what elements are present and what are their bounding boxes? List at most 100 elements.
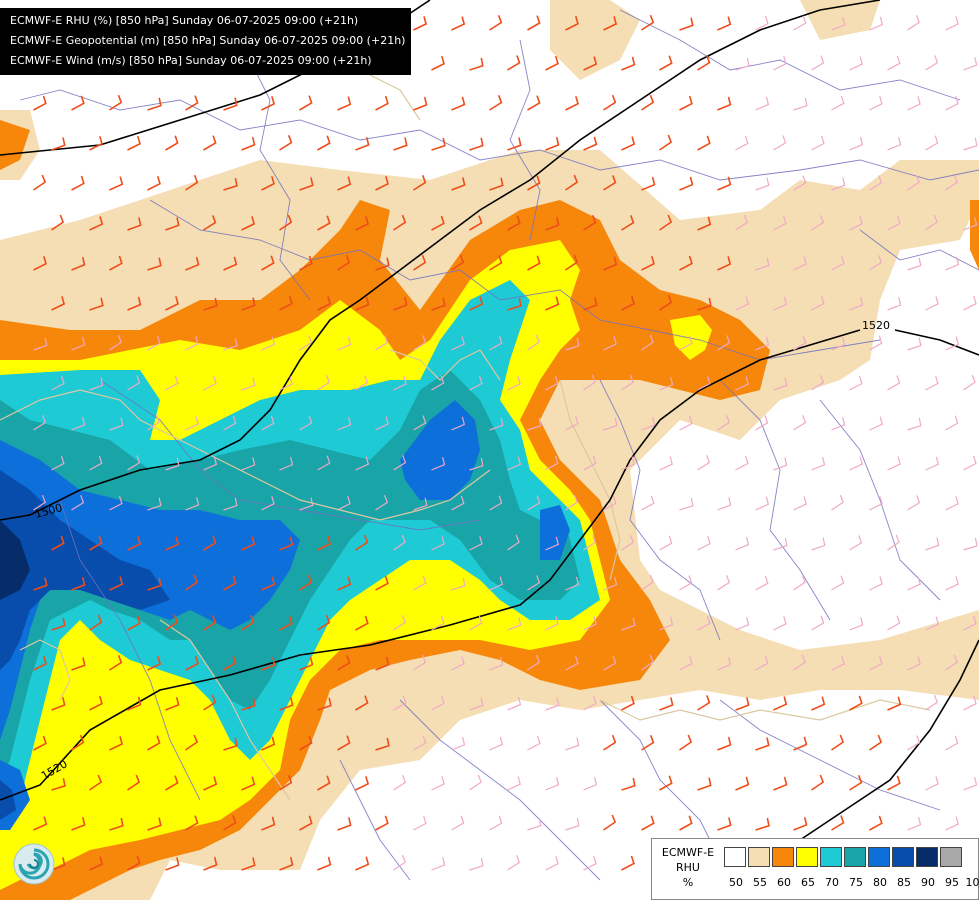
wind-barb: [299, 415, 313, 431]
wind-barb: [735, 697, 750, 711]
wind-barb: [717, 737, 732, 751]
wind-barb: [603, 256, 618, 271]
wind-barb: [507, 855, 521, 871]
wind-barb: [545, 296, 560, 311]
wind-barb: [735, 135, 749, 151]
legend-swatch: [916, 847, 938, 867]
wind-barb: [279, 135, 293, 151]
wind-barb: [565, 337, 580, 351]
wind-barb: [659, 55, 673, 71]
wind-barb: [279, 295, 293, 311]
wind-barb: [431, 297, 446, 311]
wind-barb: [299, 815, 313, 831]
wind-barb: [735, 214, 749, 231]
wind-barb: [925, 537, 940, 551]
wind-barb: [89, 216, 104, 231]
wind-barb: [793, 736, 808, 751]
wind-barb: [565, 254, 579, 271]
wind-barb: [925, 456, 940, 471]
wind-barb: [811, 135, 825, 151]
wind-barb: [849, 775, 863, 791]
wind-barb: [925, 776, 939, 791]
wind-barb: [925, 694, 939, 711]
wind-barb: [811, 55, 825, 71]
wind-barb: [393, 376, 407, 391]
wind-barb: [33, 337, 48, 351]
map-header: ECMWF-E RHU (%) [850 hPa] Sunday 06-07-2…: [0, 8, 412, 75]
wind-barb: [907, 257, 922, 271]
wind-barb: [375, 95, 389, 111]
wind-barb: [147, 257, 162, 271]
wind-barb: [507, 55, 521, 71]
wind-barb: [203, 456, 218, 471]
wind-barb: [147, 735, 161, 751]
wind-barb: [489, 495, 503, 511]
wind-barb: [299, 255, 313, 271]
wind-barb: [717, 96, 732, 111]
wind-barb: [545, 536, 560, 551]
wind-barb: [89, 774, 103, 791]
wind-barb: [469, 375, 483, 391]
wind-barb: [527, 175, 541, 191]
wind-barb: [71, 416, 86, 431]
wind-barb: [317, 374, 331, 391]
wind-barb: [109, 736, 124, 751]
wind-barb: [393, 534, 406, 551]
wind-barb: [773, 135, 787, 151]
wind-barb: [203, 376, 217, 391]
wind-barb: [223, 737, 238, 751]
legend-swatch: [940, 847, 962, 867]
wind-barb: [317, 856, 332, 871]
wind-barb: [223, 655, 237, 671]
wind-barb: [185, 655, 199, 671]
wind-barb: [811, 374, 825, 391]
wind-barb: [735, 776, 750, 791]
wind-barb: [849, 297, 864, 311]
wind-barb: [469, 215, 483, 231]
wind-barb: [317, 296, 332, 311]
wind-barb: [565, 737, 580, 751]
wind-barb: [507, 297, 522, 311]
wind-barb: [849, 136, 864, 151]
wind-barb: [717, 414, 731, 431]
wind-barb: [773, 457, 788, 471]
legend-swatch: [796, 847, 818, 867]
wind-barb: [697, 455, 711, 471]
wind-barb: [355, 137, 370, 151]
wind-barb: [355, 534, 369, 551]
wind-barb: [261, 576, 276, 591]
wind-barb: [413, 575, 427, 591]
wind-barb: [755, 177, 770, 191]
wind-barb: [261, 736, 276, 751]
wind-barb: [679, 734, 693, 751]
wind-barb: [355, 375, 369, 391]
wind-barb: [431, 215, 445, 231]
wind-barb: [545, 137, 560, 151]
wind-barb: [565, 817, 580, 831]
wind-barb: [925, 296, 939, 311]
header-line-geopotential: ECMWF-E Geopotential (m) [850 hPa] Sunda…: [10, 34, 406, 47]
wind-barb: [583, 56, 598, 71]
wind-barb: [261, 657, 276, 671]
wind-barb: [907, 656, 921, 671]
wind-barb: [451, 815, 465, 831]
wind-barb: [109, 334, 122, 351]
wind-barb: [565, 174, 579, 191]
wind-barb: [393, 774, 407, 791]
wind-barb: [223, 337, 238, 351]
wind-barb: [241, 457, 256, 471]
wind-barb: [831, 734, 845, 751]
wind-barb: [735, 57, 750, 71]
wind-barb: [33, 656, 47, 671]
wind-barb: [393, 854, 406, 871]
wind-barb: [431, 55, 445, 71]
wind-barb: [869, 16, 884, 31]
wind-barb: [963, 696, 977, 711]
wind-barb: [223, 177, 238, 191]
wind-barb: [679, 815, 693, 831]
wind-barb: [583, 695, 597, 711]
wind-barb: [337, 254, 351, 271]
wind-barb: [793, 817, 808, 831]
wind-barb: [223, 256, 238, 271]
